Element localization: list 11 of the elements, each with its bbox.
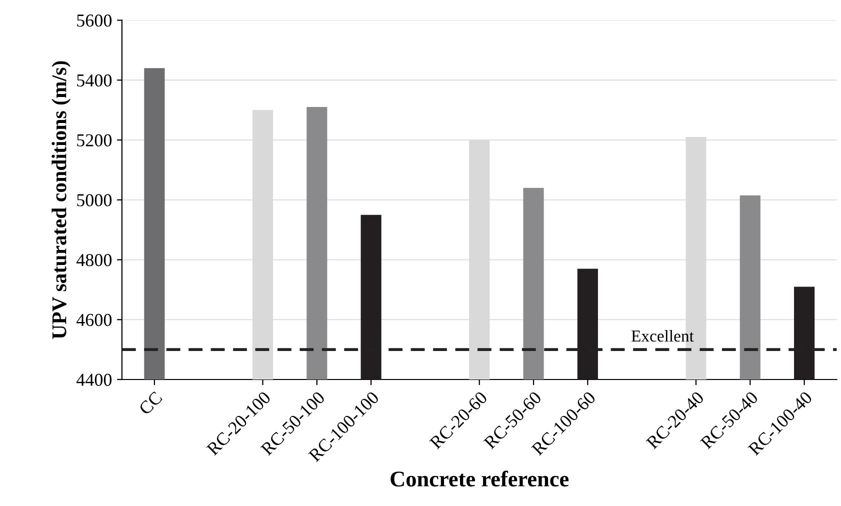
y-tick-label: 5600 xyxy=(77,14,112,27)
y-tick-label: 4400 xyxy=(76,374,112,386)
y-axis-title: UPV saturated conditions (m/s) xyxy=(52,61,71,339)
x-axis-title: Concrete reference xyxy=(390,470,569,487)
y-tick-label: 4800 xyxy=(76,254,112,266)
y-tick-label: 5400 xyxy=(77,74,112,87)
y-tick-label: 5200 xyxy=(77,134,112,146)
x-tick-label: CC xyxy=(138,391,163,416)
y-tick-label: 4600 xyxy=(76,314,112,326)
y-tick-label: 5000 xyxy=(77,194,112,206)
ref-line-label: Excellent xyxy=(631,330,694,342)
